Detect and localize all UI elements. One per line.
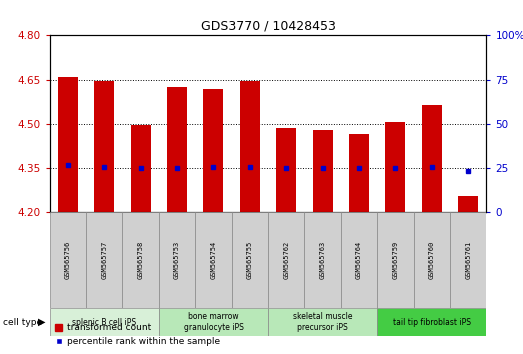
Text: GSM565761: GSM565761 (465, 241, 471, 279)
Text: GSM565762: GSM565762 (283, 241, 289, 279)
Text: ▶: ▶ (38, 317, 45, 327)
Text: GSM565758: GSM565758 (138, 241, 144, 279)
Bar (313, 130, 333, 212)
Bar (422, 105, 442, 212)
FancyBboxPatch shape (50, 308, 159, 336)
Bar (276, 128, 296, 212)
Text: splenic B cell iPS: splenic B cell iPS (72, 318, 137, 327)
Bar (240, 81, 260, 212)
Text: GSM565757: GSM565757 (101, 241, 107, 279)
FancyBboxPatch shape (341, 212, 377, 308)
FancyBboxPatch shape (450, 212, 486, 308)
Bar (458, 196, 478, 212)
Text: GSM565760: GSM565760 (429, 241, 435, 279)
Bar (58, 77, 78, 212)
Text: skeletal muscle
precursor iPS: skeletal muscle precursor iPS (293, 313, 353, 332)
FancyBboxPatch shape (159, 212, 195, 308)
FancyBboxPatch shape (159, 308, 268, 336)
Bar (94, 81, 115, 212)
Text: tail tip fibroblast iPS: tail tip fibroblast iPS (393, 318, 471, 327)
FancyBboxPatch shape (195, 212, 232, 308)
Text: bone marrow
granulocyte iPS: bone marrow granulocyte iPS (184, 313, 243, 332)
Text: GSM565759: GSM565759 (392, 241, 399, 279)
FancyBboxPatch shape (122, 212, 159, 308)
Bar (349, 134, 369, 212)
FancyBboxPatch shape (414, 212, 450, 308)
Text: GSM565756: GSM565756 (65, 241, 71, 279)
FancyBboxPatch shape (268, 212, 304, 308)
Bar (131, 125, 151, 212)
FancyBboxPatch shape (232, 212, 268, 308)
Text: cell type: cell type (3, 318, 42, 327)
Bar (385, 122, 405, 212)
FancyBboxPatch shape (86, 212, 122, 308)
FancyBboxPatch shape (304, 212, 341, 308)
Text: GSM565763: GSM565763 (320, 241, 326, 279)
Bar (203, 88, 223, 212)
Text: GSM565755: GSM565755 (247, 241, 253, 279)
FancyBboxPatch shape (377, 308, 486, 336)
FancyBboxPatch shape (50, 212, 86, 308)
Text: GSM565754: GSM565754 (210, 241, 217, 279)
Text: GSM565764: GSM565764 (356, 241, 362, 279)
Title: GDS3770 / 10428453: GDS3770 / 10428453 (201, 20, 335, 33)
FancyBboxPatch shape (268, 308, 377, 336)
Bar (167, 87, 187, 212)
Text: GSM565753: GSM565753 (174, 241, 180, 279)
FancyBboxPatch shape (377, 212, 414, 308)
Legend: transformed count, percentile rank within the sample: transformed count, percentile rank withi… (52, 320, 224, 349)
